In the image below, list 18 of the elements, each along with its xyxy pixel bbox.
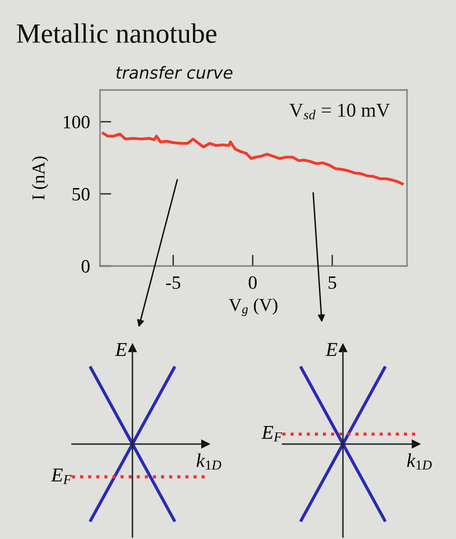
y-tick-label: 0 <box>82 260 90 273</box>
x-axis-title: k$_{1D}$ <box>407 453 432 470</box>
ref-line-label: E$_{F}$ <box>261 426 282 442</box>
y-tick-label: 50 <box>72 188 90 201</box>
chart-title: Metallic nanotube <box>16 23 216 43</box>
annotation: V$_{sd}$ = 10 mV <box>289 104 390 120</box>
x-tick-label: 0 <box>248 276 257 289</box>
x-axis-title: V$_{g}$ (V) <box>228 298 278 316</box>
ref-line-label: E$_{F}$ <box>50 468 72 484</box>
x-axis-title: k$_{1D}$ <box>196 453 222 470</box>
y-axis-title: E <box>115 343 127 356</box>
line-series <box>102 132 404 186</box>
x-tick-label: -5 <box>166 276 180 289</box>
chart-subtitle: transfer curve <box>116 66 232 79</box>
y-axis-title: I (nA) <box>32 156 48 200</box>
y-tick-label: 100 <box>64 116 90 128</box>
y-axis-title: E <box>326 343 338 356</box>
x-tick-label: 5 <box>328 276 336 289</box>
